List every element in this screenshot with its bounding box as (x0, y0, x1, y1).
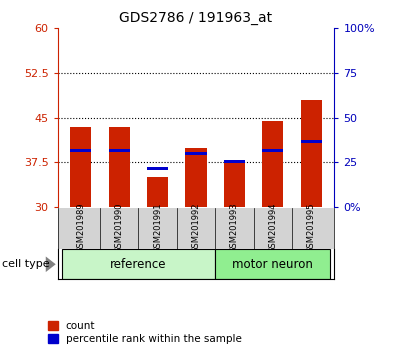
Legend: count, percentile rank within the sample: count, percentile rank within the sample (45, 318, 245, 347)
Bar (109, 127, 130, 207)
Text: GSM201990: GSM201990 (115, 202, 124, 253)
Text: GSM201995: GSM201995 (307, 202, 316, 253)
Text: motor neuron: motor neuron (232, 258, 313, 271)
Text: GSM201992: GSM201992 (191, 202, 201, 253)
Bar (185, 148, 207, 207)
Text: GSM201991: GSM201991 (153, 202, 162, 253)
Bar (147, 177, 168, 207)
Bar (70, 149, 91, 152)
Text: GSM201994: GSM201994 (268, 202, 277, 253)
Bar (109, 149, 130, 152)
Bar (70, 127, 91, 207)
Bar (215, 249, 330, 279)
Title: GDS2786 / 191963_at: GDS2786 / 191963_at (119, 11, 273, 24)
Bar (262, 121, 283, 207)
Bar (301, 100, 322, 207)
Bar (301, 140, 322, 143)
Bar (262, 149, 283, 152)
Text: reference: reference (110, 258, 167, 271)
Bar (62, 249, 215, 279)
Bar (224, 161, 245, 207)
Bar (224, 160, 245, 163)
Bar (185, 152, 207, 155)
Text: GSM201989: GSM201989 (76, 202, 85, 253)
Text: cell type: cell type (2, 259, 50, 269)
Bar (147, 167, 168, 170)
Text: GSM201993: GSM201993 (230, 202, 239, 253)
